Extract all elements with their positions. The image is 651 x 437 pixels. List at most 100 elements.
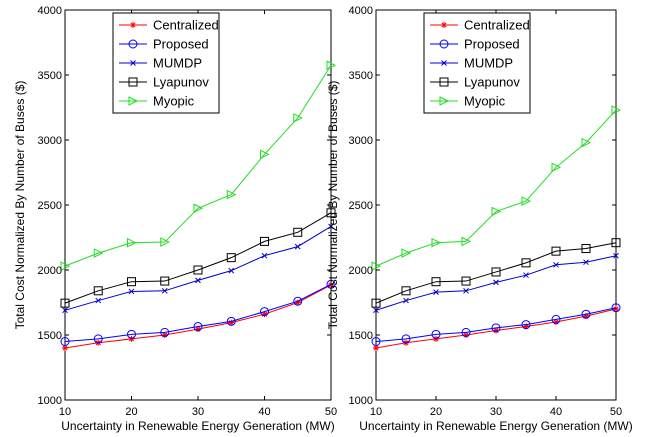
series-mumdp [62, 223, 334, 314]
data-point [328, 223, 334, 230]
data-point [95, 297, 102, 304]
data-point [161, 287, 168, 294]
data-point [521, 196, 532, 206]
data-point [228, 267, 235, 274]
y-axis-label: Total Cost Normalized By Number of Buses… [13, 81, 27, 330]
data-point [431, 237, 442, 248]
tick-layer: 10 20 30 40 50 1000 1500 2000 2500 3000 3500 4000 [38, 5, 338, 418]
data-point [431, 329, 441, 339]
x-tick-label: 40 [550, 406, 562, 418]
legend-marker [439, 77, 449, 87]
y-tick-label: 4000 [349, 5, 373, 17]
data-point [491, 323, 501, 333]
data-point [195, 277, 201, 284]
y-tick-label: 1500 [38, 330, 62, 342]
legend: Centralized Proposed MUMDP Lyapunov Myopic [112, 12, 220, 114]
x-tick-label: 20 [125, 406, 137, 418]
data-point [293, 227, 303, 237]
data-point [523, 272, 529, 279]
data-point [611, 105, 622, 115]
data-point [371, 337, 381, 346]
legend-label: Myopic [153, 94, 195, 109]
data-point [261, 311, 268, 318]
legend-marker [128, 39, 138, 49]
legend-label: Myopic [464, 94, 506, 109]
data-point [551, 314, 561, 324]
data-point [461, 276, 471, 286]
data-point [326, 279, 336, 289]
series-layer [371, 105, 622, 351]
data-point [401, 286, 411, 296]
data-point [226, 316, 236, 326]
series-proposed [60, 279, 336, 346]
data-point [160, 276, 170, 286]
legend-marker [439, 39, 449, 49]
data-point [160, 237, 170, 247]
legend-marker [130, 60, 136, 66]
series-line-myopic [64, 64, 332, 267]
x-tick-label: 40 [258, 406, 270, 418]
series-centralized [62, 281, 334, 351]
data-point [293, 296, 303, 306]
y-tick-label: 2500 [38, 200, 62, 212]
legend-label: Proposed [153, 37, 209, 52]
data-point [93, 286, 103, 296]
chart-left: 10 20 30 40 50 1000 1500 2000 2500 3000 3500 4000 C… [13, 5, 337, 433]
tick-layer: 10 20 30 40 50 1000 1500 2000 2500 3000 3500 4000 [349, 5, 623, 418]
data-point [401, 248, 412, 258]
legend-item-myopic: Myopic [430, 94, 506, 109]
data-point [260, 149, 270, 160]
data-point [161, 332, 168, 338]
data-point [493, 279, 499, 286]
data-point [581, 309, 591, 319]
data-point [613, 306, 619, 312]
data-point [611, 238, 621, 248]
data-point [128, 288, 135, 295]
legend: Centralized Proposed MUMDP Lyapunov Myopic [423, 12, 531, 114]
series-line-lyapunov [375, 242, 617, 304]
legend-item-lyapunov: Lyapunov [119, 75, 209, 90]
data-point [553, 319, 559, 325]
data-point [326, 60, 337, 71]
data-point [226, 189, 237, 200]
x-tick-label: 50 [610, 406, 622, 418]
legend-marker [128, 77, 138, 87]
series-myopic [60, 60, 337, 271]
series-lyapunov [371, 238, 621, 308]
data-point [581, 244, 591, 254]
legend-label: Proposed [464, 37, 520, 52]
data-point [260, 307, 269, 317]
data-point [62, 307, 68, 314]
y-tick-label: 4000 [38, 5, 62, 17]
legend-item-proposed: Proposed [119, 37, 209, 52]
data-point [463, 332, 469, 338]
y-tick-label: 1000 [38, 395, 62, 407]
data-point [62, 345, 68, 351]
y-tick-label: 3500 [38, 70, 62, 82]
x-tick-label: 30 [192, 406, 204, 418]
legend-marker [439, 96, 450, 106]
legend-item-lyapunov: Lyapunov [430, 75, 520, 90]
legend-item-centralized: Centralized [119, 18, 219, 33]
y-tick-label: 1500 [349, 330, 373, 342]
legend-item-myopic: Myopic [119, 94, 195, 109]
data-point [551, 162, 562, 173]
series-lyapunov [60, 208, 336, 308]
data-point [373, 307, 379, 314]
data-point [294, 243, 301, 250]
legend-label: Lyapunov [153, 75, 209, 90]
data-point [433, 289, 439, 295]
data-point [583, 259, 589, 266]
legend-label: Lyapunov [464, 75, 520, 90]
data-point [493, 327, 499, 334]
x-axis-label: Uncertainty in Renewable Energy Generati… [359, 419, 632, 433]
series-line-myopic [375, 109, 617, 267]
legend-item-mumdp: MUMDP [430, 56, 513, 71]
data-point [553, 261, 559, 268]
data-point [226, 253, 236, 263]
series-myopic [371, 105, 622, 271]
data-point [228, 319, 235, 326]
data-point [433, 335, 439, 342]
data-point [491, 206, 502, 217]
